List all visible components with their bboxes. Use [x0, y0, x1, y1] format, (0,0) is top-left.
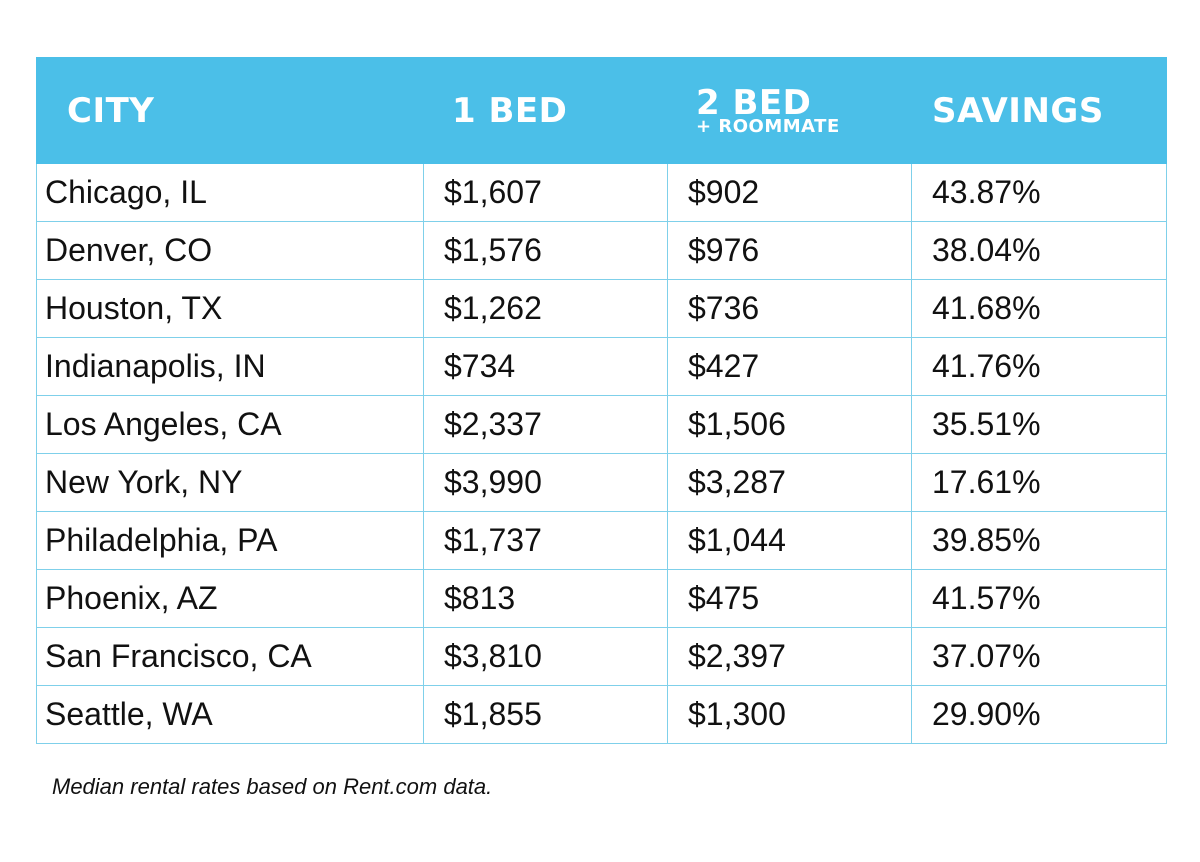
cell-city: Indianapolis, IN: [36, 337, 424, 396]
cell-savings: 17.61%: [911, 453, 1167, 512]
cell-savings: 39.85%: [911, 511, 1167, 570]
cell-city: Los Angeles, CA: [36, 395, 424, 454]
cell-city: Philadelphia, PA: [36, 511, 424, 570]
table-row: Philadelphia, PA $1,737 $1,044 39.85%: [36, 511, 1167, 570]
cell-two-bed: $475: [667, 569, 912, 628]
cell-one-bed: $1,262: [423, 279, 668, 338]
cell-savings: 35.51%: [911, 395, 1167, 454]
table-row: Seattle, WA $1,855 $1,300 29.90%: [36, 685, 1167, 744]
cell-savings: 43.87%: [911, 163, 1167, 222]
cell-savings: 38.04%: [911, 221, 1167, 280]
table-row: Los Angeles, CA $2,337 $1,506 35.51%: [36, 395, 1167, 454]
cell-one-bed: $1,576: [423, 221, 668, 280]
cell-one-bed: $813: [423, 569, 668, 628]
caption: Median rental rates based on Rent.com da…: [52, 774, 493, 799]
cell-two-bed: $1,300: [667, 685, 912, 744]
table-row: Indianapolis, IN $734 $427 41.76%: [36, 337, 1167, 396]
cell-one-bed: $734: [423, 337, 668, 396]
cell-city: Phoenix, AZ: [36, 569, 424, 628]
cell-one-bed: $3,990: [423, 453, 668, 512]
cell-city: San Francisco, CA: [36, 627, 424, 686]
table-row: Phoenix, AZ $813 $475 41.57%: [36, 569, 1167, 628]
table-row: New York, NY $3,990 $3,287 17.61%: [36, 453, 1167, 512]
cell-one-bed: $2,337: [423, 395, 668, 454]
cell-one-bed: $1,855: [423, 685, 668, 744]
cell-two-bed: $2,397: [667, 627, 912, 686]
cell-two-bed: $736: [667, 279, 912, 338]
cell-city: New York, NY: [36, 453, 424, 512]
cell-one-bed: $1,607: [423, 163, 668, 222]
table-row: Chicago, IL $1,607 $902 43.87%: [36, 163, 1167, 222]
cell-city: Houston, TX: [36, 279, 424, 338]
cell-one-bed: $3,810: [423, 627, 668, 686]
cell-city: Denver, CO: [36, 221, 424, 280]
header-one-bed: 1 BED: [423, 57, 668, 164]
cell-two-bed: $1,044: [667, 511, 912, 570]
cell-savings: 41.57%: [911, 569, 1167, 628]
cell-two-bed: $902: [667, 163, 912, 222]
table-row: Denver, CO $1,576 $976 38.04%: [36, 221, 1167, 280]
cell-savings: 41.76%: [911, 337, 1167, 396]
rent-table: CITY 1 BED 2 BED + ROOMMATE SAVINGS Chica…: [36, 57, 1167, 744]
cell-two-bed: $427: [667, 337, 912, 396]
cell-two-bed: $976: [667, 221, 912, 280]
cell-city: Chicago, IL: [36, 163, 424, 222]
header-city: CITY: [36, 57, 424, 164]
header-two-bed-sub: + ROOMMATE: [696, 115, 840, 137]
cell-savings: 29.90%: [911, 685, 1167, 744]
cell-savings: 37.07%: [911, 627, 1167, 686]
cell-two-bed: $3,287: [667, 453, 912, 512]
cell-savings: 41.68%: [911, 279, 1167, 338]
header-two-bed-main: 2 BED: [696, 82, 812, 123]
header-row: CITY 1 BED 2 BED + ROOMMATE SAVINGS: [36, 57, 1167, 164]
header-two-bed: 2 BED + ROOMMATE: [667, 57, 912, 164]
header-savings: SAVINGS: [911, 57, 1167, 164]
table-row: Houston, TX $1,262 $736 41.68%: [36, 279, 1167, 338]
table-row: San Francisco, CA $3,810 $2,397 37.07%: [36, 627, 1167, 686]
cell-one-bed: $1,737: [423, 511, 668, 570]
cell-two-bed: $1,506: [667, 395, 912, 454]
cell-city: Seattle, WA: [36, 685, 424, 744]
